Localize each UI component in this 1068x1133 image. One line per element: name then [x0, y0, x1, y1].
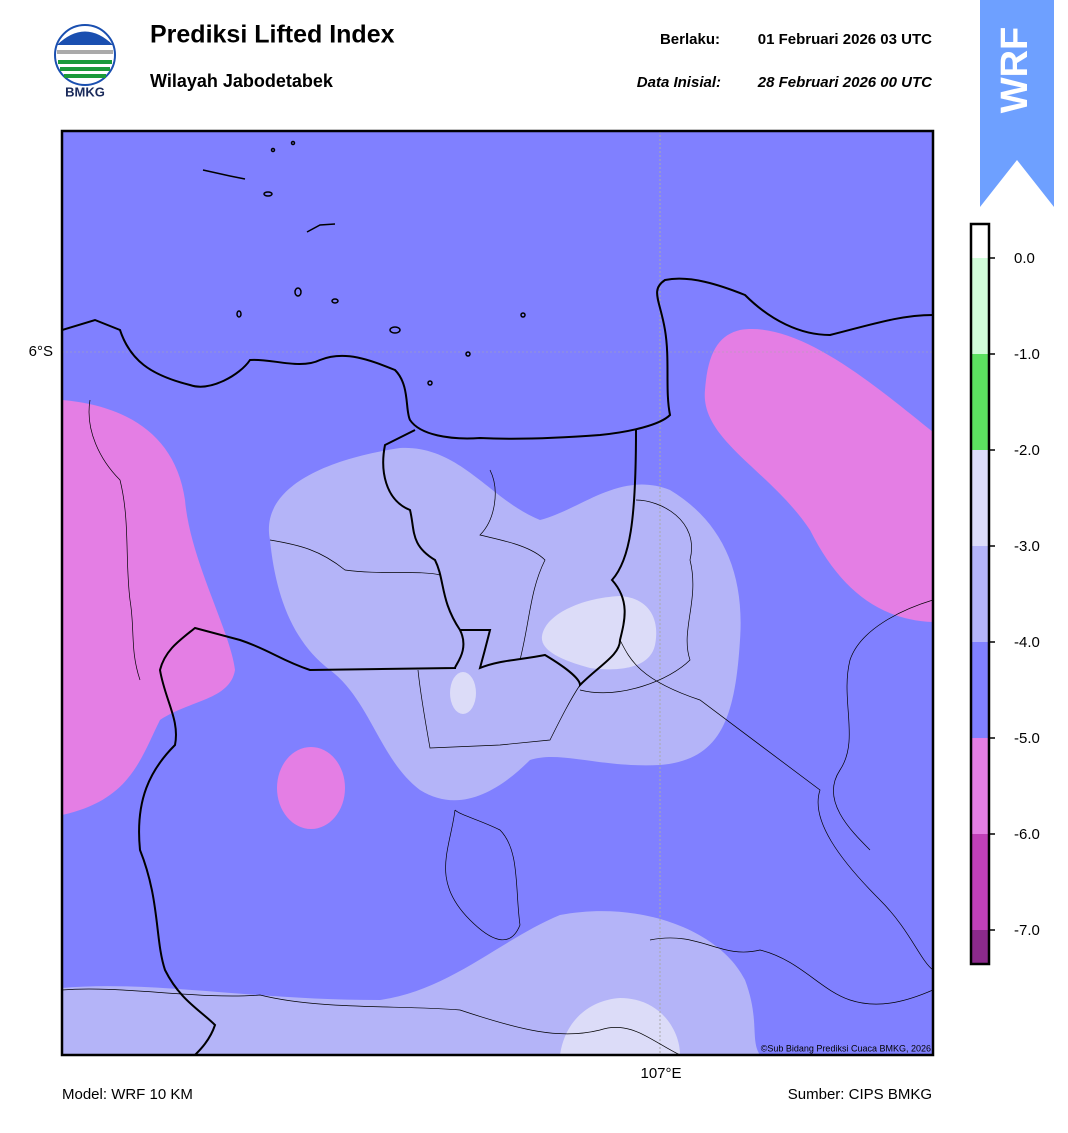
- colorbar-label: -1.0: [1014, 346, 1040, 363]
- colorbar-segment: [971, 930, 989, 964]
- colorbar-segment: [971, 642, 989, 738]
- colorbar-segment: [971, 354, 989, 450]
- init-value: 28 Februari 2026 00 UTC: [757, 74, 933, 91]
- map-frame: [60, 129, 935, 1057]
- copyright: ©Sub Bidang Prediksi Cuaca BMKG, 2026: [761, 1043, 931, 1053]
- colorbar: 0.0 -1.0 -2.0 -3.0 -4.0 -5.0 -6.0 -7.0: [969, 222, 1040, 966]
- valid-value: 01 Februari 2026 03 UTC: [758, 31, 932, 48]
- footer-source: Sumber: CIPS BMKG: [788, 1086, 932, 1103]
- subtitle: Wilayah Jabodetabek: [150, 71, 334, 91]
- colorbar-label: -4.0: [1014, 634, 1040, 651]
- colorbar-frame: [969, 222, 991, 966]
- valid-label: Berlaku:: [660, 31, 720, 48]
- logo-text: BMKG: [65, 84, 105, 99]
- colorbar-label: -5.0: [1014, 730, 1040, 747]
- colorbar-label: -6.0: [1014, 826, 1040, 843]
- colorbar-segment: [971, 258, 989, 354]
- init-label: Data Inisial:: [637, 74, 721, 91]
- colorbar-label: -3.0: [1014, 538, 1040, 555]
- footer-model: Model: WRF 10 KM: [62, 1086, 193, 1103]
- colorbar-segment: [971, 450, 989, 546]
- title: Prediksi Lifted Index: [150, 21, 395, 49]
- colorbar-segment: [971, 834, 989, 930]
- map: ©Sub Bidang Prediksi Cuaca BMKG, 2026: [62, 131, 933, 1055]
- colorbar-label: -7.0: [1014, 922, 1040, 939]
- logo: BMKG: [54, 24, 116, 99]
- lon-label: 107°E: [640, 1065, 681, 1082]
- badge-text: WRF: [994, 27, 1036, 114]
- colorbar-label: -2.0: [1014, 442, 1040, 459]
- badge: [980, 0, 1054, 207]
- lat-label: 6°S: [29, 343, 53, 360]
- colorbar-segment: [971, 738, 989, 834]
- colorbar-segment: [971, 224, 989, 258]
- colorbar-segment: [971, 546, 989, 642]
- colorbar-label: 0.0: [1014, 250, 1035, 267]
